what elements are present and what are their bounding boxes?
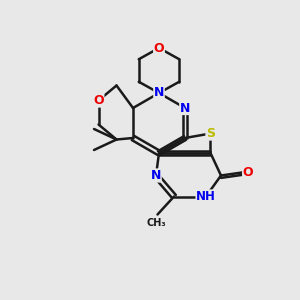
Text: N: N xyxy=(154,86,164,100)
Text: S: S xyxy=(206,127,215,140)
Text: NH: NH xyxy=(196,190,216,203)
Text: CH₃: CH₃ xyxy=(146,218,166,229)
Text: O: O xyxy=(243,166,253,179)
Text: N: N xyxy=(151,169,161,182)
Text: O: O xyxy=(93,94,104,107)
Text: N: N xyxy=(180,101,190,115)
Text: O: O xyxy=(154,41,164,55)
